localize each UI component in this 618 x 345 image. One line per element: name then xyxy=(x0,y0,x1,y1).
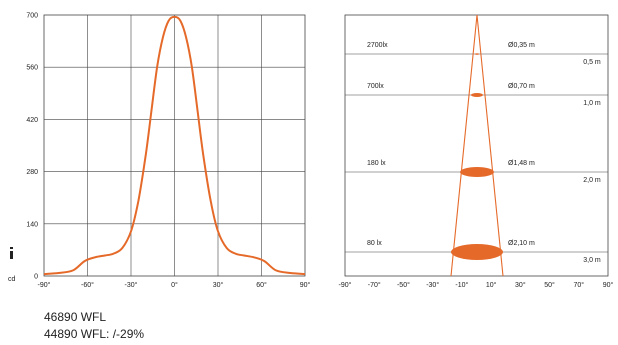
intensity-x-ticks: -90° -60° -30° 0° 30° 60° 90° xyxy=(38,281,311,289)
intensity-y-axis-label: cd xyxy=(8,276,16,283)
beam-x-tick-label: 70° xyxy=(573,281,584,289)
beam-spot xyxy=(460,167,494,177)
beam-x-tick-label: -50° xyxy=(397,281,410,289)
beam-distance-label: 2,0 m xyxy=(583,177,601,184)
candle-icon xyxy=(10,247,13,259)
beam-spot xyxy=(451,244,503,260)
beam-diameter-label: Ø1,48 m xyxy=(508,160,535,167)
beam-illuminance-label: 2700lx xyxy=(367,42,388,49)
beam-x-tick-label: 50° xyxy=(544,281,555,289)
intensity-y-tick-label: 560 xyxy=(26,65,38,72)
beam-illuminance-label: 80 lx xyxy=(367,240,382,247)
intensity-y-ticks: 0 140 280 420 560 700 xyxy=(26,13,38,281)
beam-x-tick-label: 30° xyxy=(515,281,526,289)
intensity-x-tick-label: -90° xyxy=(38,281,51,289)
beam-illuminance-label: 700lx xyxy=(367,83,384,90)
intensity-curve xyxy=(43,15,306,276)
beam-x-tick-label: 10° xyxy=(486,281,497,289)
beam-cone-right-edge xyxy=(476,14,504,277)
intensity-x-tick-label: 90° xyxy=(300,281,311,289)
beam-x-tick-label: -10° xyxy=(455,281,468,289)
beam-spot xyxy=(471,93,483,97)
beam-x-tick-label: 90° xyxy=(603,281,614,289)
intensity-y-tick-label: 700 xyxy=(26,13,38,20)
caption-block: 46890 WFL 44890 WFL: /-29% xyxy=(44,309,144,343)
caption-model: 46890 WFL xyxy=(44,310,107,324)
beam-cone-left-edge xyxy=(450,14,478,277)
beam-diagram: -90° -70° -50° -30° -10° 10° 30° 50° 70° 90° 2700… xyxy=(339,14,614,289)
beam-diameter-label: Ø2,10 m xyxy=(508,240,535,247)
intensity-y-tick-label: 0 xyxy=(34,274,38,281)
beam-distance-label: 0,5 m xyxy=(583,59,601,66)
intensity-y-tick-label: 280 xyxy=(26,169,38,176)
beam-x-tick-label: -90° xyxy=(339,281,352,289)
intensity-chart: -90° -60° -30° 0° 30° 60° 90° 0 140 280 420 560 700… xyxy=(8,13,310,290)
intensity-y-tick-label: 420 xyxy=(26,117,38,124)
beam-distance-label: 1,0 m xyxy=(583,100,601,107)
intensity-x-tick-label: 60° xyxy=(256,281,267,289)
beam-rows: 2700lx Ø0,35 m 0,5 m 700lx Ø0,70 m 1,0 m 180 l… xyxy=(345,42,608,264)
intensity-chart-grid xyxy=(44,15,305,276)
intensity-x-tick-label: 0° xyxy=(171,281,178,289)
intensity-x-tick-label: -60° xyxy=(81,281,94,289)
beam-distance-label: 3,0 m xyxy=(583,257,601,264)
beam-x-ticks: -90° -70° -50° -30° -10° 10° 30° 50° 70° 90° xyxy=(339,281,614,289)
photometric-charts: -90° -60° -30° 0° 30° 60° 90° 0 140 280 420 560 700… xyxy=(8,13,614,290)
intensity-x-tick-label: 30° xyxy=(213,281,224,289)
intensity-x-tick-label: -30° xyxy=(125,281,138,289)
beam-x-tick-label: -70° xyxy=(368,281,381,289)
beam-illuminance-label: 180 lx xyxy=(367,160,386,167)
intensity-y-tick-label: 140 xyxy=(26,221,38,228)
beam-spot xyxy=(475,53,479,55)
beam-diameter-label: Ø0,35 m xyxy=(508,42,535,49)
caption-variant: 44890 WFL: /-29% xyxy=(44,327,145,341)
beam-cone xyxy=(450,14,504,277)
beam-diameter-label: Ø0,70 m xyxy=(508,83,535,90)
beam-x-tick-label: -30° xyxy=(426,281,439,289)
